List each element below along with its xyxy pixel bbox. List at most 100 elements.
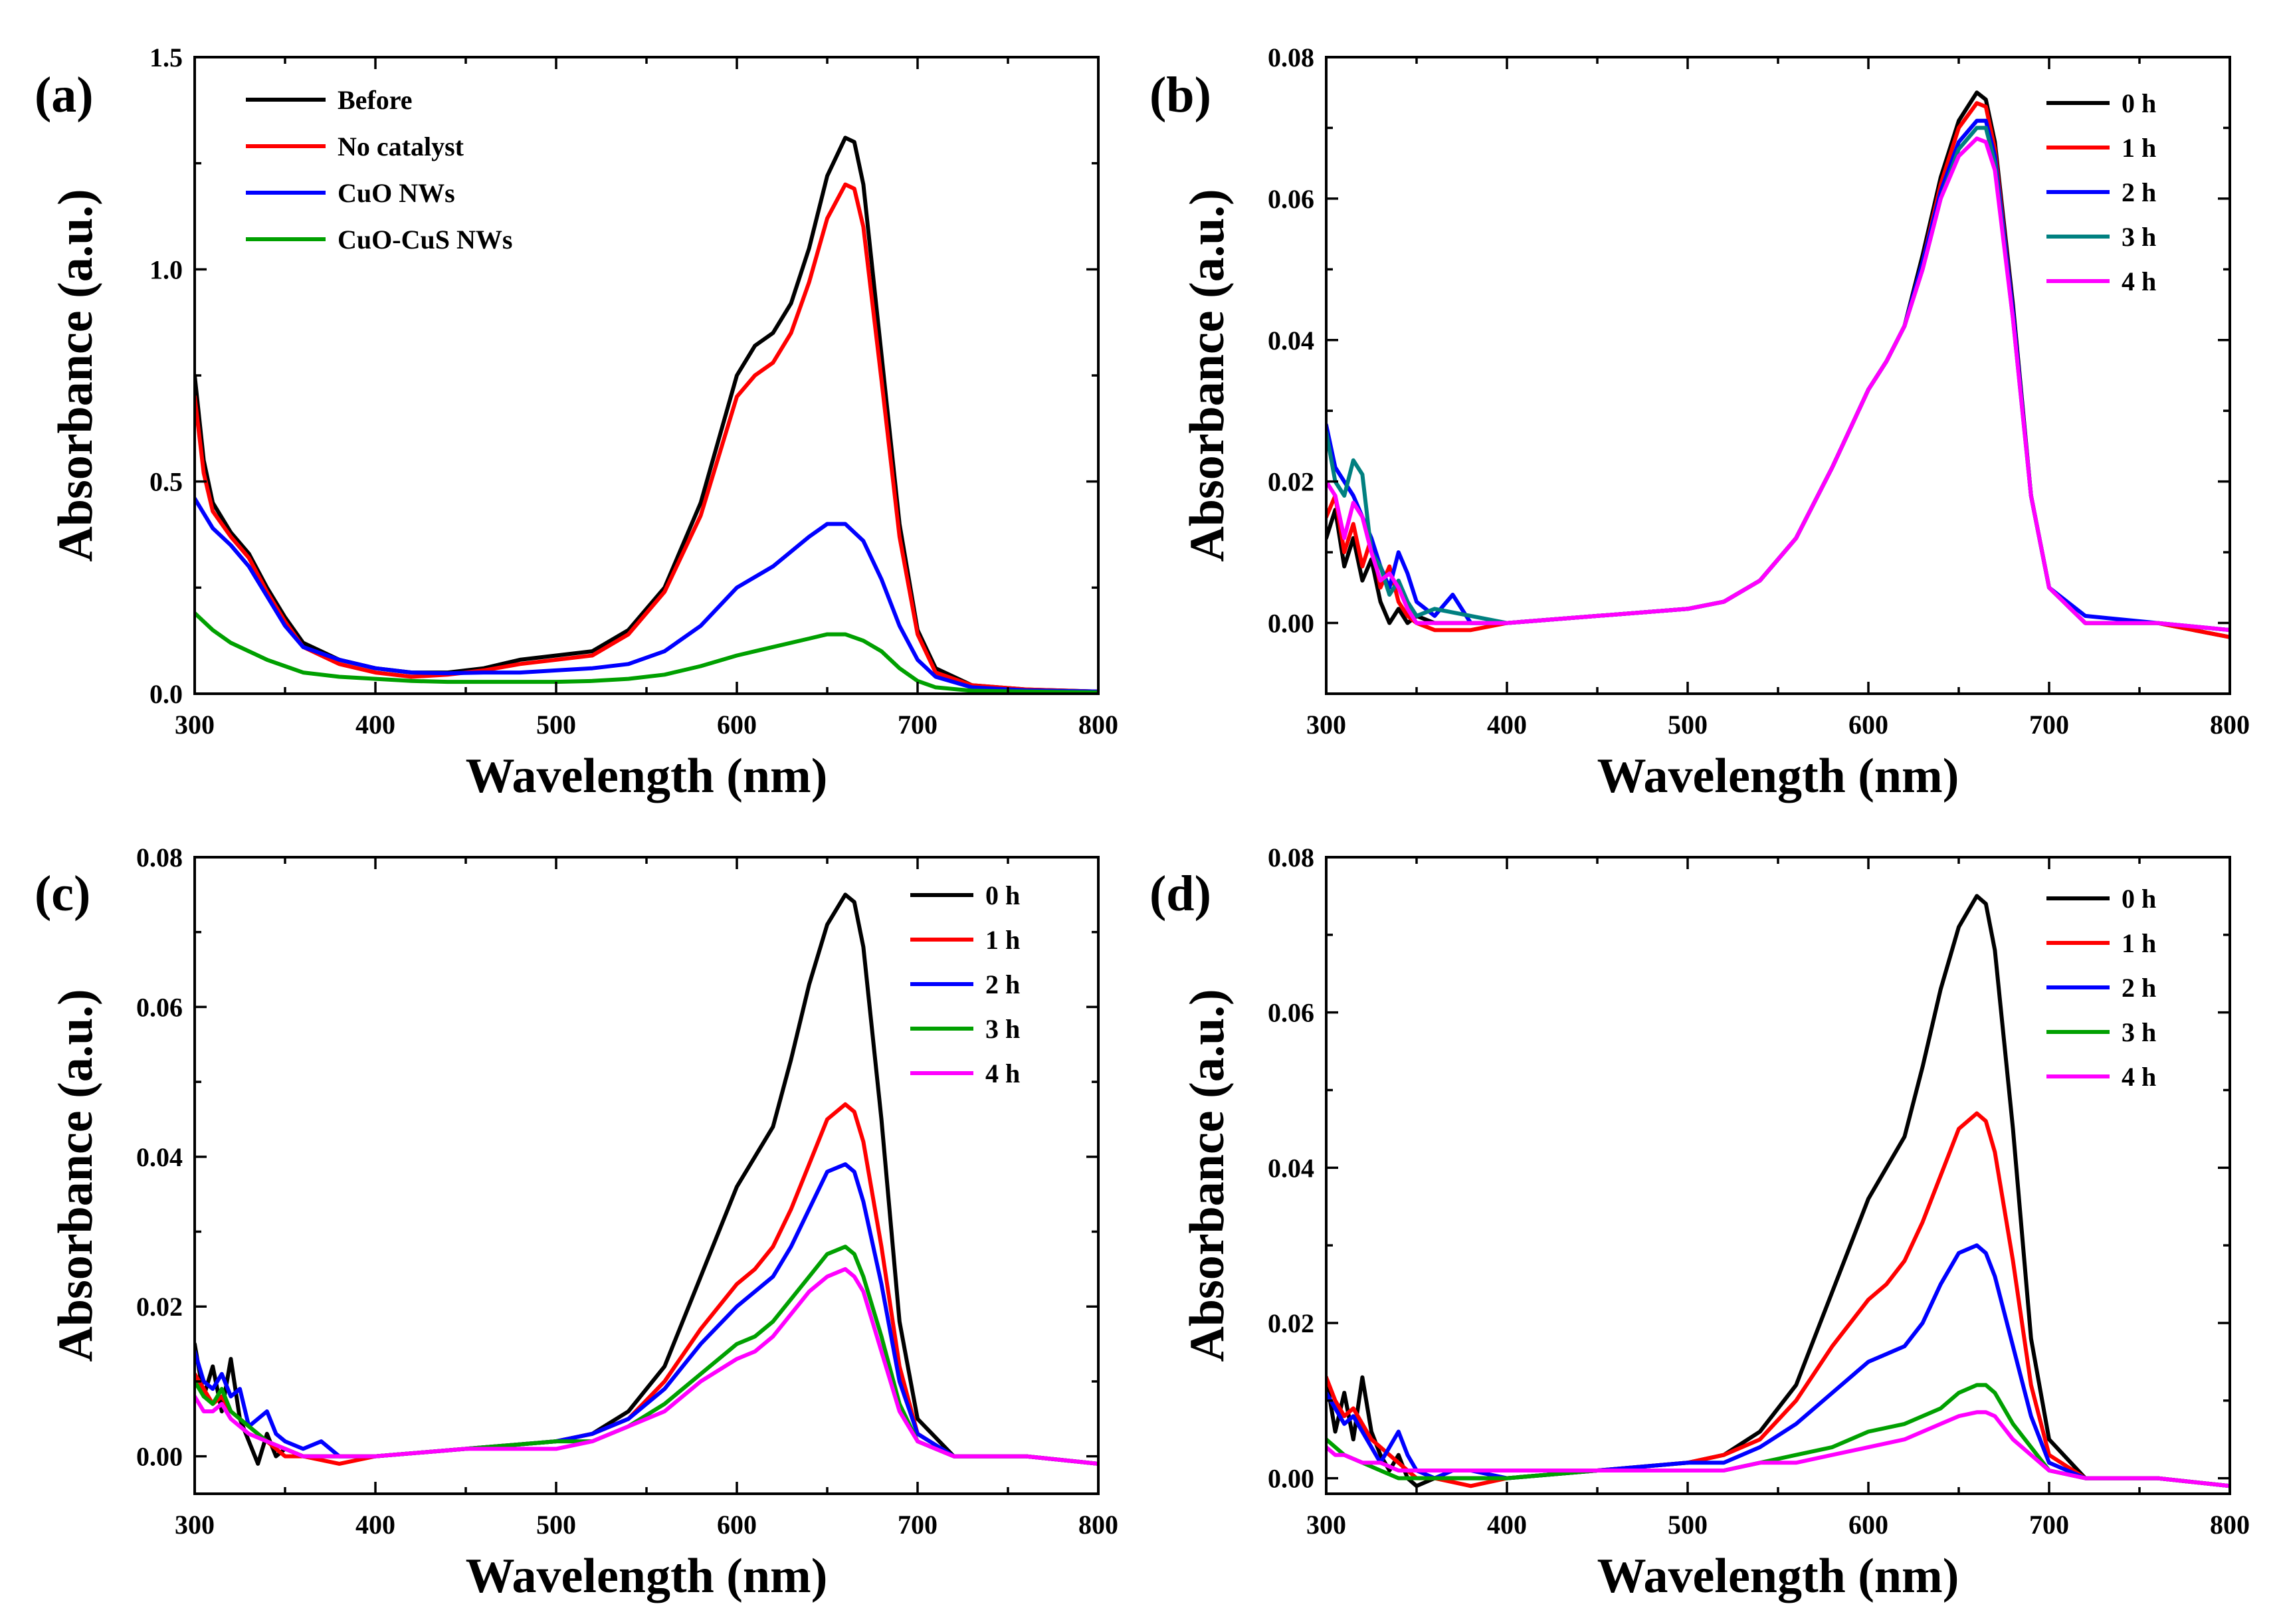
x-tick-label: 700 [2029,1510,2069,1540]
legend-label: 1 h [985,925,1020,955]
panel-label: (a) [35,67,94,123]
x-tick-label: 700 [898,1510,938,1540]
series-line-2-h [1326,1243,2230,1488]
series-line-cuo-cus-nws [195,611,1098,694]
series-line-4-h [1326,1410,2230,1488]
y-tick-label: 0.5 [149,467,183,497]
series-line-before [195,136,1098,694]
series-line-3-h [1326,126,2230,633]
y-tick-label: 0.06 [1268,184,1314,214]
y-tick-label: 0.06 [1268,998,1314,1028]
legend-label: CuO-CuS NWs [338,225,512,254]
y-tick-label: 0.02 [136,1292,183,1322]
y-tick-label: 0.0 [149,679,183,709]
x-tick-label: 300 [175,1510,215,1540]
x-tick-label: 500 [1668,1510,1708,1540]
legend-label: Before [338,85,413,115]
panel-label: (b) [1149,67,1211,123]
y-tick-label: 0.04 [1268,1153,1314,1183]
x-tick-label: 800 [1078,710,1118,740]
legend-label: CuO NWs [338,178,455,208]
legend: 0 h 1 h 2 h 3 h 4 h [2046,884,2156,1092]
x-tick-label: 800 [2210,1510,2250,1540]
legend: Before No catalyst CuO NWs CuO-CuS NWs [246,85,512,254]
y-tick-label: 0.08 [136,843,183,872]
legend-label: 4 h [985,1059,1020,1088]
legend: 0 h 1 h 2 h 3 h 4 h [2046,88,2156,296]
y-axis-title: Absorbance (a.u.) [1180,989,1235,1362]
x-tick-label: 600 [1848,710,1888,740]
x-tick-label: 700 [2029,710,2069,740]
y-tick-label: 1.5 [149,43,183,72]
legend-label: 3 h [2122,222,2156,252]
series-line-2-h [195,1162,1098,1466]
x-tick-label: 400 [355,1510,395,1540]
y-axis-title: Absorbance (a.u.) [1180,189,1235,561]
legend-label: 3 h [2122,1017,2156,1047]
x-tick-label: 500 [536,1510,576,1540]
series-line-4-h [195,1267,1098,1466]
y-tick-label: 0.00 [1268,1464,1314,1494]
x-tick-label: 500 [536,710,576,740]
x-tick-label: 600 [1848,1510,1888,1540]
legend-label: 2 h [2122,177,2156,207]
legend-label: 0 h [2122,88,2156,118]
legend-label: 3 h [985,1014,1020,1044]
panel-label: (d) [1149,866,1211,922]
x-tick-label: 300 [1306,1510,1346,1540]
series-line-0-h [1326,894,2230,1488]
legend-label: 1 h [2122,133,2156,163]
panel-label: (c) [35,866,90,922]
chart-panel-1: 300 400 500 600 700 800 0.00 0.02 0.04 0.06 0.08 Wa… [1149,43,2250,803]
series-line-2-h [1326,118,2230,633]
series-line-3-h [1326,1383,2230,1488]
legend-label: No catalyst [338,132,464,161]
legend-label: 4 h [2122,1062,2156,1092]
x-tick-label: 300 [1306,710,1346,740]
series-line-3-h [195,1245,1098,1466]
series-line-0-h [195,892,1098,1466]
series-line-1-h [1326,1111,2230,1488]
x-tick-label: 500 [1668,710,1708,740]
x-tick-label: 600 [717,1510,757,1540]
x-axis-title: Wavelength (nm) [1597,1549,1959,1603]
chart-panel-2: 300 400 500 600 700 800 0.00 0.02 0.04 0.06 0.08 Wa… [35,843,1118,1603]
x-tick-label: 800 [2210,710,2250,740]
x-axis-title: Wavelength (nm) [466,749,828,803]
series-line-0-h [1326,90,2230,639]
x-axis-title: Wavelength (nm) [466,1549,828,1603]
y-tick-label: 0.02 [1268,1308,1314,1338]
x-tick-label: 400 [355,710,395,740]
legend-label: 2 h [2122,973,2156,1003]
y-tick-label: 0.00 [136,1442,183,1472]
legend-label: 0 h [2122,884,2156,914]
x-tick-label: 400 [1487,1510,1527,1540]
y-tick-label: 0.08 [1268,43,1314,72]
plot-frame [193,56,1100,695]
series-line-4-h [1326,136,2230,633]
x-tick-label: 700 [898,710,938,740]
legend: 0 h 1 h 2 h 3 h 4 h [910,880,1020,1088]
series-line-1-h [195,1102,1098,1466]
y-tick-label: 0.02 [1268,467,1314,497]
plot-frame [1325,856,2231,1495]
y-tick-label: 0.04 [136,1142,183,1172]
y-axis-title: Absorbance (a.u.) [49,989,103,1362]
y-tick-label: 0.06 [136,992,183,1022]
chart-panel-3: 300 400 500 600 700 800 0.00 0.02 0.04 0.06 0.08 Wa… [1149,843,2250,1603]
legend-label: 2 h [985,969,1020,999]
chart-panel-0: 300 400 500 600 700 800 0.0 0.5 1.0 1.5 Wavelength… [35,43,1118,803]
y-tick-label: 0.08 [1268,843,1314,872]
x-tick-label: 400 [1487,710,1527,740]
y-tick-label: 0.04 [1268,326,1314,355]
series-line-cuo-nws [195,496,1098,694]
plot-frame [1325,56,2231,695]
x-axis-title: Wavelength (nm) [1597,749,1959,803]
legend-label: 0 h [985,880,1020,910]
series-line-no-catalyst [195,182,1098,694]
legend-label: 1 h [2122,928,2156,958]
legend-label: 4 h [2122,266,2156,296]
y-axis-title: Absorbance (a.u.) [49,189,103,561]
y-tick-label: 1.0 [149,254,183,284]
